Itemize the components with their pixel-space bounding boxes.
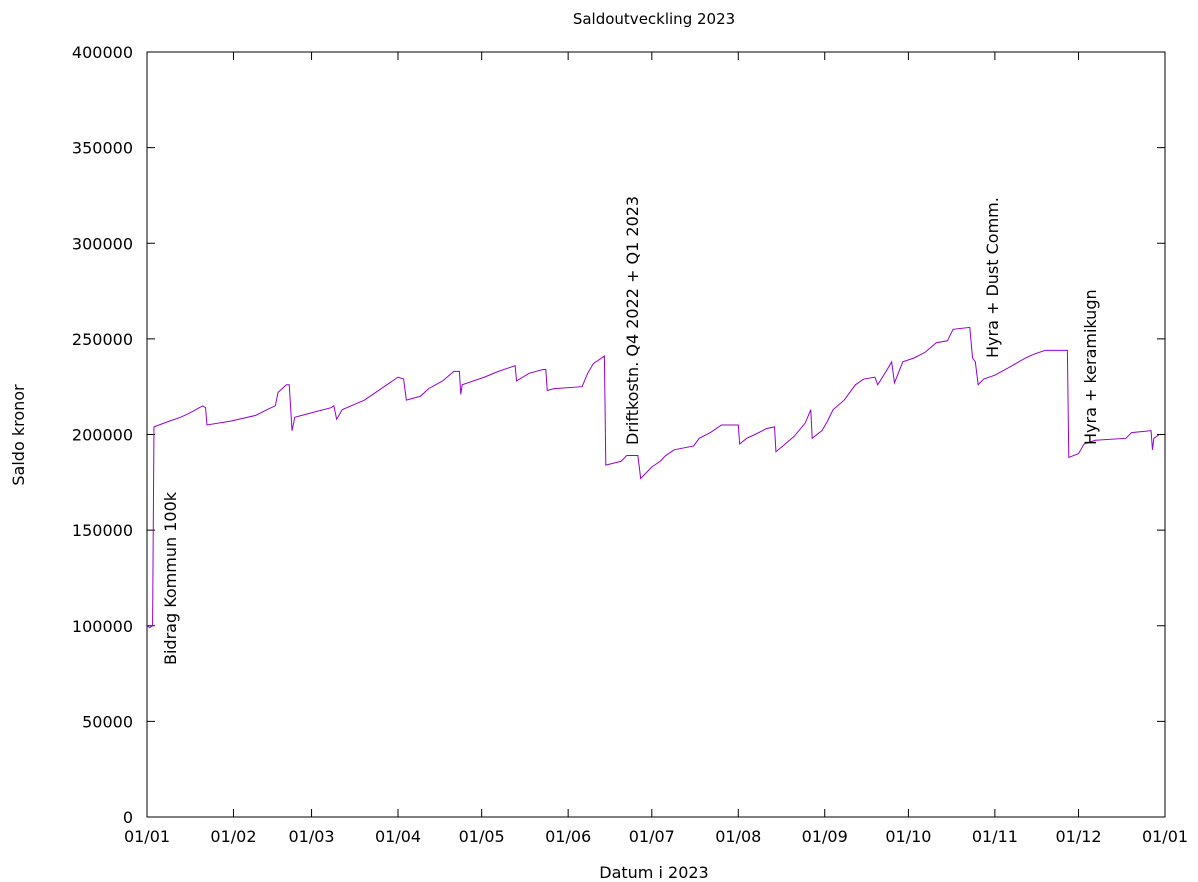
x-tick-label: 01/11 bbox=[972, 827, 1018, 846]
x-tick-label: 01/10 bbox=[885, 827, 931, 846]
y-tick-label: 200000 bbox=[72, 426, 133, 445]
x-axis-label: Datum i 2023 bbox=[599, 863, 708, 882]
y-tick-label: 100000 bbox=[72, 617, 133, 636]
x-tick-label: 01/01 bbox=[1142, 827, 1188, 846]
x-tick-label: 01/09 bbox=[802, 827, 848, 846]
annotation: Bidrag Kommun 100k bbox=[161, 491, 180, 665]
y-tick-label: 150000 bbox=[72, 521, 133, 540]
annotation: Hyra + Dust Comm. bbox=[983, 197, 1002, 358]
y-tick-label: 50000 bbox=[82, 712, 133, 731]
x-tick-label: 01/02 bbox=[210, 827, 256, 846]
y-axis-label: Saldo kronor bbox=[9, 384, 28, 486]
y-tick-label: 0 bbox=[123, 808, 133, 827]
x-tick-label: 01/07 bbox=[629, 827, 675, 846]
x-tick-label: 01/05 bbox=[459, 827, 505, 846]
x-tick-label: 01/01 bbox=[124, 827, 170, 846]
annotation: Hyra + keramikugn bbox=[1081, 289, 1100, 445]
x-tick-label: 01/03 bbox=[288, 827, 334, 846]
chart-title: Saldoutveckling 2023 bbox=[573, 10, 735, 28]
data-line bbox=[146, 326, 1160, 629]
x-tick-label: 01/04 bbox=[375, 827, 421, 846]
annotation: Driftkostn. Q4 2022 + Q1 2023 bbox=[623, 196, 642, 445]
y-tick-label: 350000 bbox=[72, 139, 133, 158]
x-tick-label: 01/08 bbox=[715, 827, 761, 846]
y-tick-label: 400000 bbox=[72, 43, 133, 62]
x-tick-label: 01/06 bbox=[545, 827, 591, 846]
y-tick-label: 300000 bbox=[72, 234, 133, 253]
y-tick-label: 250000 bbox=[72, 330, 133, 349]
plot-frame bbox=[146, 51, 1166, 818]
x-tick-label: 01/12 bbox=[1055, 827, 1101, 846]
